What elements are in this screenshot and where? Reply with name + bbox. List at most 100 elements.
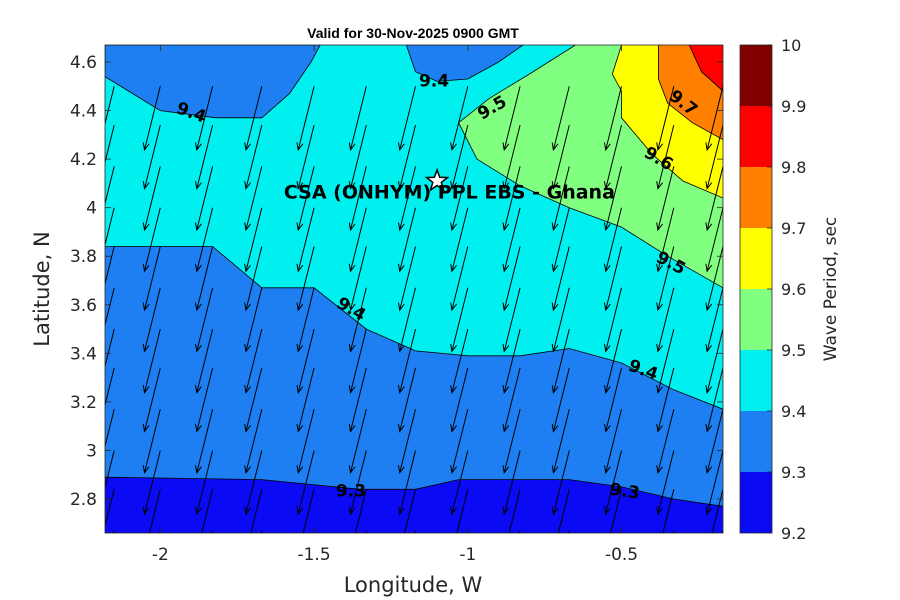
colorbar-label: Wave Period, sec (821, 217, 841, 362)
vector-arrow (348, 166, 367, 232)
y-tick-label: 3.2 (70, 393, 97, 413)
vector-arrow (604, 207, 622, 273)
vector-arrow (244, 166, 263, 232)
vector-arrow (711, 489, 723, 533)
vector-arrow (244, 328, 263, 394)
vector-arrow (557, 489, 570, 533)
vector-arrow (244, 86, 263, 152)
vector-arrow (105, 409, 115, 449)
contour-line-9-6 (611, 45, 723, 199)
vector-arrow (195, 409, 214, 475)
y-tick-label: 3.6 (70, 296, 97, 316)
y-tick-label: 2.8 (70, 490, 97, 510)
contour-lines (105, 45, 723, 507)
vector-arrow (502, 367, 521, 433)
vector-arrow (604, 86, 622, 152)
vector-arrow (662, 489, 675, 533)
vector-arrow (296, 166, 315, 232)
vector-arrow (195, 328, 214, 394)
island-9-3-0 (105, 45, 321, 119)
vector-arrow (450, 328, 469, 394)
plot-area: 9.3 9.39.49.49.49.49.59.59.69.7 (105, 45, 723, 533)
vector-arrow (348, 450, 367, 516)
vector-arrow (398, 86, 416, 152)
vector-arrow (450, 367, 469, 433)
vector-arrow (568, 530, 570, 533)
vector-arrow (604, 328, 622, 394)
colorbar-segment (740, 350, 772, 411)
contour-islands (105, 45, 524, 119)
vector-arrow (244, 450, 263, 516)
vector-arrow (105, 489, 115, 529)
vector-arrow (348, 246, 367, 312)
vector-arrow (296, 86, 315, 152)
vector-arrow (105, 246, 115, 286)
vector-arrow (705, 86, 723, 152)
colorbar-tick-label: 9.7 (781, 219, 806, 238)
vector-arrow (656, 166, 675, 232)
vector-arrow (244, 207, 263, 273)
vector-arrow (302, 489, 315, 533)
colorbar-segment (740, 45, 772, 106)
vector-arrow (296, 409, 315, 475)
vector-arrow (604, 409, 622, 475)
vector-arrow (604, 287, 622, 353)
y-tick-label: 4 (86, 199, 97, 219)
vector-arrow (705, 450, 723, 516)
vector-arrow (142, 367, 161, 433)
vector-arrow (296, 450, 315, 516)
y-tick-label: 4.4 (70, 102, 97, 122)
vector-arrow (450, 86, 469, 152)
vector-arrow (656, 246, 675, 312)
vector-arrow (450, 207, 469, 273)
vector-arrow (195, 166, 214, 232)
colorbar-segment (740, 106, 772, 167)
vector-arrow (721, 530, 723, 533)
vector-arrow (656, 287, 675, 353)
vector-arrow (551, 367, 570, 433)
vector-arrow (551, 287, 570, 353)
vector-arrow (502, 86, 521, 152)
vector-arrow (450, 246, 469, 312)
colorbar-segment (740, 472, 772, 533)
vector-arrow (705, 124, 723, 190)
vector-arrow (398, 124, 416, 190)
vector-arrow (348, 409, 367, 475)
vector-arrow (705, 207, 723, 273)
colorbar (740, 45, 772, 533)
vector-arrow (551, 450, 570, 516)
colorbar-ticks: 9.2 9.3 9.4 9.5 9.6 9.7 9.8 9.9 10 (767, 36, 806, 543)
wave-direction-vectors (105, 86, 723, 533)
vector-arrow (105, 166, 115, 206)
vector-arrow (260, 530, 263, 533)
vector-arrow (142, 124, 161, 190)
vector-arrow (705, 367, 723, 433)
x-axis-ticks: -2 -1.5 -1 -0.5 (152, 45, 638, 565)
vector-arrow (211, 530, 214, 533)
vector-arrow (604, 124, 622, 190)
x-tick-label: -2 (152, 545, 169, 565)
x-axis-label: Longitude, W (344, 573, 483, 597)
vector-arrow (398, 367, 416, 433)
colorbar-segment (740, 228, 772, 289)
colorbar-segment (740, 289, 772, 350)
vector-arrow (656, 367, 675, 433)
vector-arrow (201, 489, 214, 533)
vector-arrow (348, 287, 367, 353)
vector-arrow (244, 124, 263, 190)
vector-arrow (105, 124, 115, 165)
site-star-icon (424, 167, 450, 192)
contour-line-9-5 (458, 45, 723, 289)
vector-arrow (195, 207, 214, 273)
vector-arrow (398, 166, 416, 232)
vector-arrow (672, 530, 675, 533)
vector-arrow (105, 328, 115, 369)
x-tick-label: -0.5 (605, 545, 638, 565)
vector-arrow (705, 166, 723, 232)
vector-arrow (502, 409, 521, 475)
vector-arrow (142, 166, 161, 232)
vector-arrow (195, 86, 214, 152)
vector-arrow (398, 207, 416, 273)
vector-arrow (398, 328, 416, 394)
